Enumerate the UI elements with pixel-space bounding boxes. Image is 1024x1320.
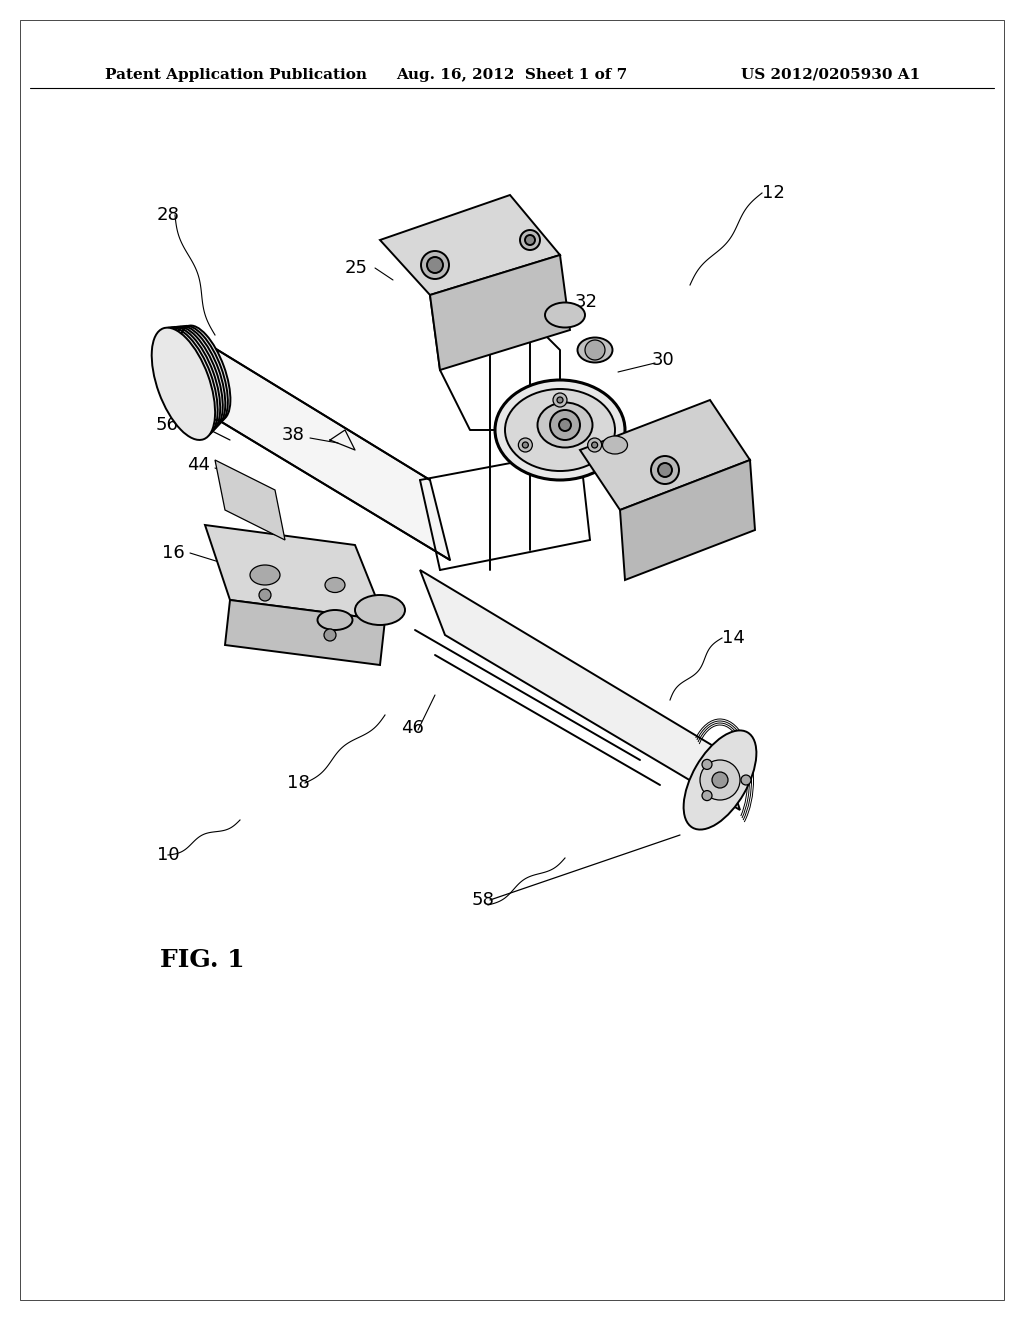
Circle shape xyxy=(559,418,571,432)
Ellipse shape xyxy=(179,326,230,421)
Circle shape xyxy=(421,251,449,279)
Circle shape xyxy=(522,442,528,447)
Text: 40: 40 xyxy=(502,251,524,269)
Ellipse shape xyxy=(325,578,345,593)
Text: US 2012/0205930 A1: US 2012/0205930 A1 xyxy=(740,69,920,82)
Text: 36: 36 xyxy=(307,597,330,614)
Ellipse shape xyxy=(538,403,593,447)
Text: FIG. 1: FIG. 1 xyxy=(160,948,245,972)
Polygon shape xyxy=(205,525,385,620)
Polygon shape xyxy=(215,459,285,540)
Text: 30: 30 xyxy=(652,351,675,370)
Text: 58: 58 xyxy=(472,891,495,909)
Text: Patent Application Publication: Patent Application Publication xyxy=(105,69,367,82)
Text: 46: 46 xyxy=(401,719,424,737)
Circle shape xyxy=(553,393,567,407)
Circle shape xyxy=(427,257,443,273)
Polygon shape xyxy=(430,255,570,370)
Ellipse shape xyxy=(152,327,215,440)
Polygon shape xyxy=(420,570,740,810)
Ellipse shape xyxy=(250,565,280,585)
Circle shape xyxy=(658,463,672,477)
Text: 48: 48 xyxy=(278,606,300,624)
Text: 18: 18 xyxy=(287,774,309,792)
Ellipse shape xyxy=(684,730,757,829)
Circle shape xyxy=(588,438,602,451)
Circle shape xyxy=(651,455,679,484)
Ellipse shape xyxy=(545,302,585,327)
Ellipse shape xyxy=(355,595,406,624)
Text: 32: 32 xyxy=(575,293,598,312)
Circle shape xyxy=(324,630,336,642)
Text: 24: 24 xyxy=(415,234,438,252)
Circle shape xyxy=(520,230,540,249)
Circle shape xyxy=(525,235,535,246)
Text: 27: 27 xyxy=(652,521,675,539)
Text: Aug. 16, 2012  Sheet 1 of 7: Aug. 16, 2012 Sheet 1 of 7 xyxy=(396,69,628,82)
Text: 44: 44 xyxy=(187,455,210,474)
Text: 51: 51 xyxy=(229,581,252,599)
Polygon shape xyxy=(225,601,385,665)
Text: 26: 26 xyxy=(595,441,618,459)
Text: 20: 20 xyxy=(449,219,471,238)
Ellipse shape xyxy=(505,389,615,471)
Text: 14: 14 xyxy=(722,630,744,647)
Polygon shape xyxy=(185,330,450,560)
Circle shape xyxy=(702,759,712,770)
Text: 16: 16 xyxy=(162,544,185,562)
Text: 28: 28 xyxy=(157,206,179,224)
Ellipse shape xyxy=(317,610,352,630)
Ellipse shape xyxy=(602,436,628,454)
Text: 42: 42 xyxy=(630,428,653,446)
Text: 56: 56 xyxy=(155,416,178,434)
Ellipse shape xyxy=(495,380,625,480)
Circle shape xyxy=(702,791,712,801)
Text: 12: 12 xyxy=(762,183,784,202)
Text: 38: 38 xyxy=(283,426,305,444)
Ellipse shape xyxy=(578,338,612,363)
Circle shape xyxy=(700,760,740,800)
Circle shape xyxy=(585,341,605,360)
Circle shape xyxy=(518,438,532,451)
Circle shape xyxy=(712,772,728,788)
Polygon shape xyxy=(620,459,755,579)
Circle shape xyxy=(592,442,598,447)
Circle shape xyxy=(557,397,563,403)
Text: 22: 22 xyxy=(658,499,681,517)
Text: 53: 53 xyxy=(287,620,310,639)
Polygon shape xyxy=(380,195,560,294)
Text: 25: 25 xyxy=(345,259,368,277)
Circle shape xyxy=(550,411,580,440)
Text: 10: 10 xyxy=(157,846,179,865)
Polygon shape xyxy=(580,400,750,510)
Circle shape xyxy=(259,589,271,601)
Circle shape xyxy=(741,775,751,785)
